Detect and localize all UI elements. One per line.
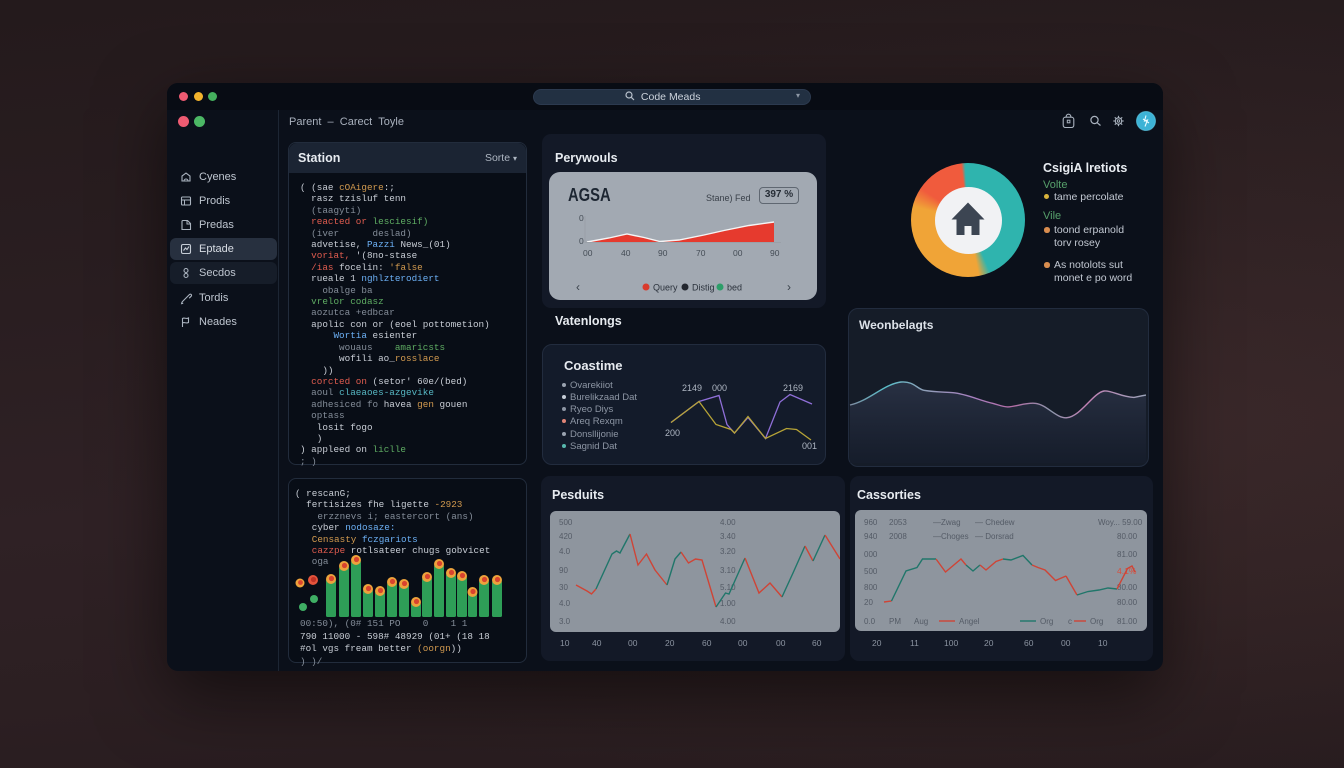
svg-text:‹: ‹ <box>576 280 580 294</box>
svg-text:000: 000 <box>712 383 727 393</box>
svg-text:0.0: 0.0 <box>864 617 876 626</box>
svg-text:PM: PM <box>889 617 901 626</box>
svg-text:500: 500 <box>864 567 878 576</box>
svg-text:800: 800 <box>864 583 878 592</box>
svg-text:80.00: 80.00 <box>1117 598 1138 607</box>
svg-text:90: 90 <box>658 248 668 258</box>
svg-text:—Zwag: —Zwag <box>933 518 961 527</box>
svg-text:4.0: 4.0 <box>559 599 571 608</box>
svg-text:00: 00 <box>583 248 593 258</box>
svg-text:30: 30 <box>559 583 568 592</box>
svg-text:Distig: Distig <box>692 283 715 293</box>
svg-text:960: 960 <box>864 518 878 527</box>
svg-text:40: 40 <box>621 248 631 258</box>
svg-text:940: 940 <box>864 532 878 541</box>
svg-text:500: 500 <box>559 518 573 527</box>
svg-text:›: › <box>787 280 791 294</box>
svg-text:81.00: 81.00 <box>1117 550 1138 559</box>
svg-text:3.20: 3.20 <box>720 547 736 556</box>
svg-text:90: 90 <box>559 566 568 575</box>
svg-text:4.00: 4.00 <box>720 617 736 626</box>
svg-text:90: 90 <box>770 248 780 258</box>
svg-text:2053: 2053 <box>889 518 907 527</box>
svg-text:0: 0 <box>579 213 584 223</box>
svg-text:200: 200 <box>665 428 680 438</box>
svg-text:Angel: Angel <box>959 617 980 626</box>
svg-text:420: 420 <box>559 532 573 541</box>
svg-text:2008: 2008 <box>889 532 907 541</box>
svg-text:— Chedew: — Chedew <box>975 518 1015 527</box>
svg-text:20: 20 <box>864 598 873 607</box>
svg-text:Aug: Aug <box>914 617 928 626</box>
svg-text:Woy... 59.00: Woy... 59.00 <box>1098 518 1143 527</box>
svg-text:00: 00 <box>733 248 743 258</box>
svg-text:80.00: 80.00 <box>1117 583 1138 592</box>
svg-text:c: c <box>1068 617 1072 626</box>
svg-text:Query: Query <box>653 283 678 293</box>
svg-text:81.00: 81.00 <box>1117 617 1138 626</box>
svg-text:—Choges: —Choges <box>933 532 969 541</box>
svg-text:2149: 2149 <box>682 383 702 393</box>
svg-text:000: 000 <box>864 550 878 559</box>
svg-text:4.0: 4.0 <box>559 547 571 556</box>
svg-text:70: 70 <box>696 248 706 258</box>
svg-text:4.00: 4.00 <box>720 518 736 527</box>
svg-text:2169: 2169 <box>783 383 803 393</box>
svg-text:— Dorsrad: — Dorsrad <box>975 532 1014 541</box>
svg-text:80.00: 80.00 <box>1117 532 1138 541</box>
svg-text:bed: bed <box>727 283 742 293</box>
svg-text:Org: Org <box>1040 617 1053 626</box>
svg-text:001: 001 <box>802 441 817 451</box>
svg-text:Org: Org <box>1090 617 1103 626</box>
svg-text:1.00: 1.00 <box>720 599 736 608</box>
svg-text:3.0: 3.0 <box>559 617 571 626</box>
svg-text:3.40: 3.40 <box>720 532 736 541</box>
svg-text:0: 0 <box>579 236 584 246</box>
svg-text:5.10: 5.10 <box>720 583 736 592</box>
svg-text:3.10: 3.10 <box>720 566 736 575</box>
